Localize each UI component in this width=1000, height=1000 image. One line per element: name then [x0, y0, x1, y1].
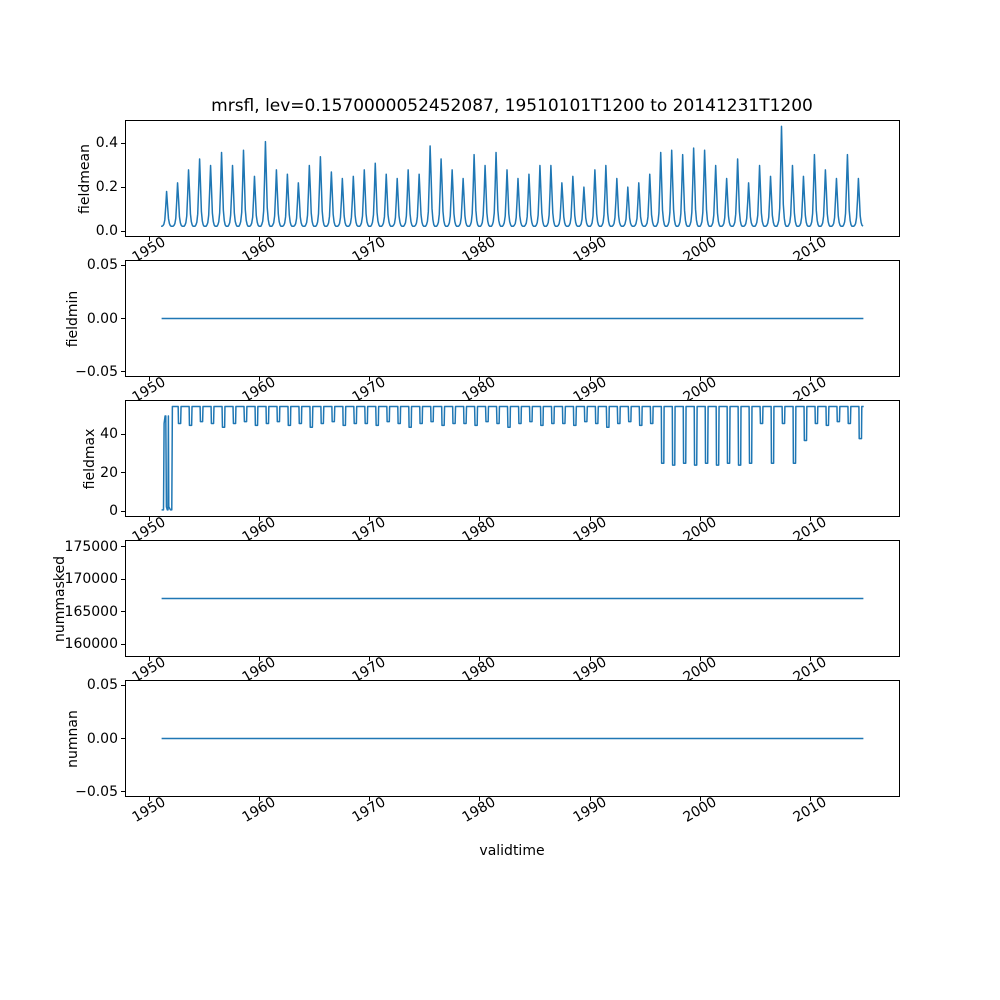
- y-tick-label: 0.4: [95, 135, 118, 152]
- y-tick-label: 40: [100, 426, 118, 443]
- x-tick-mark: [369, 377, 371, 381]
- x-tick-mark: [809, 377, 811, 381]
- x-tick-mark: [479, 237, 481, 241]
- axes-nummasked: [125, 540, 900, 657]
- x-tick-mark: [479, 517, 481, 521]
- x-tick-mark: [589, 657, 591, 661]
- series-line-fieldmax: [161, 405, 864, 511]
- y-tick-label: −0.05: [75, 363, 118, 380]
- y-tick-mark: [121, 578, 125, 580]
- y-tick-mark: [121, 472, 125, 474]
- y-axis-label-fieldmean: fieldmean: [77, 143, 93, 214]
- y-tick-label: 0: [109, 503, 118, 520]
- axes-fieldmean: [125, 120, 900, 237]
- y-tick-mark: [121, 318, 125, 319]
- x-tick-mark: [699, 237, 701, 241]
- x-tick-mark: [369, 657, 371, 661]
- x-tick-mark: [589, 797, 591, 801]
- x-tick-mark: [259, 657, 261, 661]
- y-tick-mark: [121, 510, 125, 512]
- y-tick-label: 0.05: [86, 257, 118, 274]
- x-tick-mark: [149, 377, 151, 381]
- y-tick-label: −0.05: [75, 783, 118, 800]
- y-tick-mark: [121, 186, 125, 188]
- x-tick-mark: [149, 237, 151, 241]
- y-tick-label: 160000: [64, 636, 118, 652]
- axes-fieldmin: [125, 260, 900, 377]
- y-tick-label: 165000: [64, 603, 118, 620]
- y-tick-mark: [121, 546, 125, 547]
- y-axis-label-fieldmin: fieldmin: [65, 290, 81, 347]
- y-tick-label: 0.2: [95, 179, 118, 196]
- x-tick-mark: [479, 797, 481, 801]
- y-tick-mark: [121, 611, 125, 612]
- y-tick-label: 170000: [64, 571, 118, 587]
- x-tick-mark: [149, 657, 151, 661]
- x-tick-mark: [809, 797, 811, 801]
- x-tick-mark: [699, 657, 701, 661]
- figure-title: mrsfl, lev=0.1570000052452087, 19510101T…: [211, 96, 813, 116]
- y-tick-label: 0.05: [86, 677, 118, 694]
- x-tick-mark: [589, 377, 591, 381]
- y-tick-mark: [121, 142, 125, 144]
- y-tick-mark: [121, 230, 125, 232]
- x-tick-mark: [369, 517, 371, 521]
- x-tick-mark: [589, 517, 591, 521]
- axes-numnan: [125, 680, 900, 797]
- y-tick-mark: [121, 791, 125, 793]
- x-axis-label: validtime: [479, 843, 545, 859]
- y-tick-mark: [121, 738, 125, 739]
- y-tick-mark: [121, 264, 125, 266]
- y-tick-label: 0.00: [86, 730, 118, 747]
- x-tick-mark: [699, 377, 701, 381]
- axes-fieldmax: [125, 400, 900, 517]
- x-tick-mark: [699, 797, 701, 801]
- x-tick-mark: [259, 797, 261, 801]
- y-tick-mark: [121, 643, 125, 645]
- x-tick-mark: [479, 657, 481, 661]
- x-tick-mark: [259, 237, 261, 241]
- x-tick-mark: [809, 517, 811, 521]
- x-tick-mark: [809, 237, 811, 241]
- x-tick-mark: [699, 517, 701, 521]
- y-tick-mark: [121, 371, 125, 373]
- x-tick-mark: [479, 377, 481, 381]
- x-tick-mark: [369, 797, 371, 801]
- y-tick-label: 0.0: [95, 223, 118, 240]
- y-axis-label-nummasked: nummasked: [52, 555, 68, 642]
- y-tick-label: 20: [100, 464, 118, 481]
- y-axis-label-numnan: numnan: [65, 709, 81, 768]
- x-tick-mark: [259, 377, 261, 381]
- x-tick-mark: [149, 797, 151, 801]
- x-tick-mark: [369, 237, 371, 241]
- y-tick-mark: [121, 684, 125, 686]
- y-tick-mark: [121, 433, 125, 435]
- y-axis-label-fieldmax: fieldmax: [82, 428, 98, 489]
- y-tick-label: 175000: [64, 538, 118, 555]
- y-tick-label: 0.00: [86, 310, 118, 327]
- x-tick-mark: [809, 657, 811, 661]
- series-line-fieldmean: [161, 125, 864, 228]
- x-tick-mark: [259, 517, 261, 521]
- x-tick-mark: [589, 237, 591, 241]
- x-tick-mark: [149, 517, 151, 521]
